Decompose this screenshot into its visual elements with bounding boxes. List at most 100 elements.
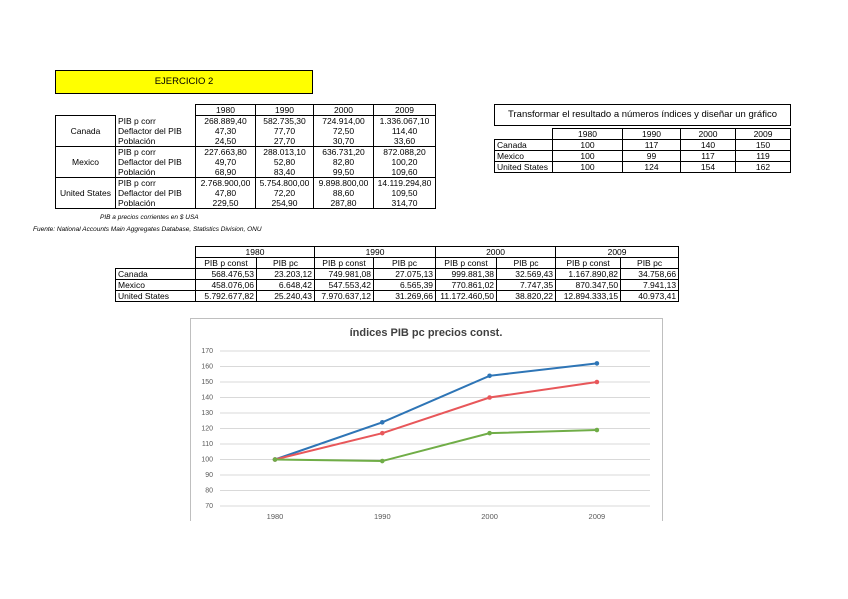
data-row: Deflactor del PIB 47,80 72,20 88,60 109,50 [56,188,436,198]
country: United States [55,177,116,209]
row-label: PIB p corr [118,178,156,188]
point [594,361,600,366]
exercise-title: EJERCICIO 2 [55,70,313,94]
value: 14.119.294,80 [373,177,436,188]
value: 27,70 [255,136,314,147]
year-header: 2000 [680,128,736,140]
value: 870.347,50 [555,279,622,291]
value: 100,20 [373,157,436,167]
x-tick-label: 2009 [589,512,606,521]
sub-header: PIB pc [620,257,680,269]
value: 27.075,13 [373,268,437,280]
value: 547.553,42 [314,279,375,291]
value: 749.981,08 [314,268,375,280]
data-row: United States 5.792.677,82 25.240,43 7.970.… [115,290,680,302]
header-row: 1980 1990 2000 2009 [495,128,792,140]
x-tick-label: 1980 [267,512,284,521]
blank [56,105,196,116]
data-row: Mexico 458.076,06 6.648,42 547.553,42 6.565,… [115,279,680,291]
year-header: 1980 [552,128,623,140]
value: 23.203,12 [255,268,316,280]
value: 770.861,02 [435,279,498,291]
sub-header: PIB p const [195,257,257,269]
row-label: PIB p corr [118,147,156,157]
y-tick-label: 70 [205,503,213,510]
value: 154 [680,161,736,173]
value: 2.768.900,00 [195,177,256,188]
blank [116,247,196,258]
year-header: 1990 [314,246,437,258]
value: 314,70 [373,198,436,209]
value: 47,30 [195,126,256,136]
year-header: 2009 [734,128,792,140]
row-label: PIB p corr [118,115,156,126]
value: 268.889,40 [195,115,256,126]
value: 568.476,53 [195,268,257,280]
y-tick-label: 150 [201,379,213,386]
value: 5.754.800,00 [255,177,314,188]
value: 12.894.333,15 [555,290,622,302]
header-row: 1980 1990 2000 2009 [56,104,436,116]
value: 7.941,13 [620,279,680,291]
chart-title: índices PIB pc precios const. [350,327,503,339]
index-table: Transformar el resultado a números índic… [493,104,792,173]
value: 582.735,30 [255,115,314,126]
row-label: Población [118,198,156,208]
value: 68,90 [195,167,256,178]
data-row: Deflactor del PIB 49,70 52,80 82,80 100,20 [56,157,436,167]
point [380,420,385,425]
value: 47,80 [195,188,256,198]
y-tick-label: 90 [205,472,213,479]
point [487,373,492,379]
value: 83,40 [255,167,314,178]
x-tick-label: 2000 [481,512,498,521]
data-row: Canada 100 117 140 150 [494,139,792,151]
value: 1.336.067,10 [373,115,436,126]
sub-header: PIB pc [255,257,316,269]
value: 119 [734,150,792,162]
value: 287,80 [313,198,374,209]
y-tick-label: 110 [202,441,213,448]
table-title: Transformar el resultado a números índic… [493,104,792,126]
point [487,395,492,400]
data-row: United States 100 124 154 162 [494,161,792,173]
value: 724.914,00 [313,115,374,126]
value: 100 [552,139,623,151]
year-header: 2009 [373,104,436,116]
series-line [274,381,598,461]
year-header: 2009 [555,246,680,258]
value: 458.076,06 [195,279,257,291]
sub-header: PIB pc [496,257,557,269]
value: 31.269,66 [373,290,437,302]
value: 1.167.890,82 [555,268,622,280]
sub-header: PIB p const [555,257,622,269]
value: 872.088,20 [373,146,436,157]
note: Fuente: National Accounts Main Aggregate… [33,226,262,233]
value: 82,80 [313,157,374,167]
value: 117 [622,139,681,151]
year-header: 1980 [194,246,316,258]
value: 162 [734,161,792,173]
gdp-table: 1980 1990 2000 2009 Canada PIB p corr 268.889,… [55,104,436,209]
value: 72,50 [313,126,374,136]
chart: índices PIB pc precios const. 70 80 90 100 1… [190,318,663,521]
row-label: Canada [115,268,196,280]
value: 7.970.637,12 [314,290,375,302]
value: 40.973,41 [620,290,680,302]
row-label: Mexico [494,150,553,162]
title-row: Transformar el resultado a números índic… [493,104,792,126]
row-label: Deflactor del PIB [118,188,182,198]
value: 140 [680,139,736,151]
value: 117 [680,150,736,162]
value: 88,60 [313,188,374,198]
data-row: Deflactor del PIB 47,30 77,70 72,50 114,40 [56,126,436,136]
value: 34.758,66 [620,268,680,280]
value: 72,20 [255,188,314,198]
value: 636.731,20 [313,146,374,157]
year-header: 1980 [195,104,256,116]
x-tick-label: 1990 [374,512,391,521]
data-row: Población 229,50 254,90 287,80 314,70 [55,198,436,209]
value: 227.663,80 [195,146,256,157]
value: 9.898.800,00 [313,177,374,188]
value: 77,70 [255,126,314,136]
